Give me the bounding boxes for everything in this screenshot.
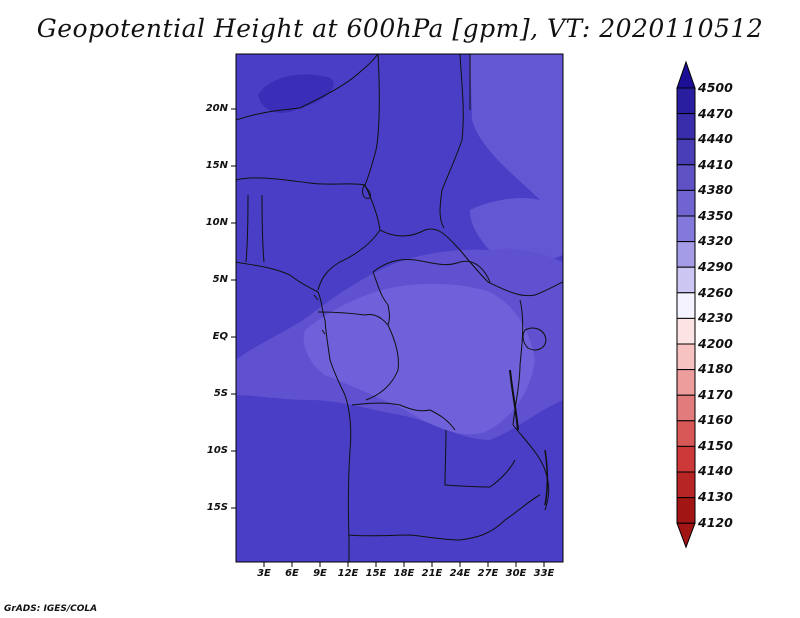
colorbar-label-4180: 4180 (698, 361, 733, 376)
border-tanzania (512, 424, 550, 511)
lon-label-21e: 21E (421, 568, 443, 579)
lon-label-30e: 30E (505, 568, 527, 579)
colorbar-box (676, 317, 696, 345)
lon-label-18e: 18E (393, 568, 415, 579)
colorbar-label-4160: 4160 (698, 412, 733, 427)
colorbar-cap-top (676, 60, 696, 89)
colorbar-label-4200: 4200 (698, 336, 733, 351)
border-mali-niger (236, 54, 379, 121)
colorbar-label-4230: 4230 (698, 310, 733, 325)
field-dark-patch (258, 74, 334, 113)
lon-label-3e: 3E (257, 568, 271, 579)
lake-victoria (522, 327, 547, 351)
colorbar-label-4350: 4350 (698, 208, 733, 223)
colorbar-label-4170: 4170 (698, 387, 733, 402)
border-angola-drc (351, 402, 456, 431)
lat-label-10s: 10S (206, 445, 228, 456)
colorbar-label-4440: 4440 (698, 131, 733, 146)
colorbar-label-4320: 4320 (698, 233, 733, 248)
lake-chad (362, 184, 371, 199)
lake-malawi (544, 449, 548, 506)
lat-label-15n: 15N (205, 160, 228, 171)
field-mid-ne (470, 54, 563, 266)
border-nigeria-north (236, 177, 366, 186)
lat-label-15s: 15S (206, 502, 228, 513)
colorbar-label-4140: 4140 (698, 463, 733, 478)
coastline-west-africa (236, 261, 352, 562)
colorbar-cap-bottom (676, 522, 696, 549)
border-nigeria-benin (261, 194, 265, 263)
colorbar-label-4500: 4500 (698, 80, 733, 95)
lon-label-6e: 6E (285, 568, 299, 579)
colorbar-box (676, 394, 696, 422)
colorbar (676, 60, 696, 549)
border-car-north (379, 228, 489, 283)
country-borders (236, 54, 563, 562)
map-panel (236, 54, 563, 562)
border-angola-zambia (444, 429, 516, 488)
coast-gulf-guinea-islands (313, 294, 326, 335)
lon-label-27e: 27E (477, 568, 499, 579)
lon-label-15e: 15E (365, 568, 387, 579)
colorbar-box (676, 215, 696, 243)
colorbar-box (676, 497, 696, 524)
border-ghana (245, 194, 249, 263)
lon-label-24e: 24E (449, 568, 471, 579)
colorbar-label-4410: 4410 (698, 157, 733, 172)
colorbar-label-4260: 4260 (698, 285, 733, 300)
colorbar-box (676, 241, 696, 268)
chart-title: Geopotential Height at 600hPa [gpm], VT:… (36, 14, 764, 43)
lake-tanganyika (509, 369, 519, 431)
colorbar-label-4150: 4150 (698, 438, 733, 453)
border-congo-drc (365, 324, 399, 401)
lat-label-eq: EQ (212, 331, 228, 342)
colorbar-box (676, 164, 696, 191)
colorbar-box (676, 343, 696, 371)
border-sudan-south (487, 281, 563, 297)
border-nigeria-cameroon (317, 184, 381, 291)
axis-ticks (231, 108, 545, 567)
colorbar-box (676, 113, 696, 140)
colorbar-label-4290: 4290 (698, 259, 733, 274)
lon-label-9e: 9E (313, 568, 327, 579)
colorbar-box (676, 138, 696, 166)
colorbar-label-4130: 4130 (698, 489, 733, 504)
colorbar-label-4380: 4380 (698, 182, 733, 197)
colorbar-box (676, 445, 696, 473)
border-niger-chad (364, 54, 380, 186)
colorbar-box (676, 471, 696, 499)
lon-label-12e: 12E (337, 568, 359, 579)
field-light-core (303, 283, 535, 435)
border-angola-namibia (348, 534, 461, 541)
colorbar-box (676, 420, 696, 447)
lat-label-20n: 20N (205, 103, 228, 114)
lat-label-5s: 5S (213, 388, 228, 399)
colorbar-label-4120: 4120 (698, 515, 733, 530)
border-chad-sudan (439, 54, 464, 229)
colorbar-box (676, 189, 696, 217)
colorbar-box (676, 87, 696, 115)
colorbar-label-4470: 4470 (698, 106, 733, 121)
colorbar-box (676, 266, 696, 294)
border-cameroon-car (372, 271, 390, 326)
colorbar-box (676, 369, 696, 396)
lat-label-10n: 10N (205, 217, 228, 228)
border-car-south (372, 259, 491, 283)
border-zambia-south (459, 494, 541, 541)
border-cameroon-gabon (317, 311, 389, 326)
grads-credit: GrADS: IGES/COLA (4, 604, 98, 614)
lat-label-5n: 5N (212, 274, 228, 285)
map-frame (235, 53, 564, 563)
lon-label-33e: 33E (533, 568, 555, 579)
colorbar-box (676, 292, 696, 319)
